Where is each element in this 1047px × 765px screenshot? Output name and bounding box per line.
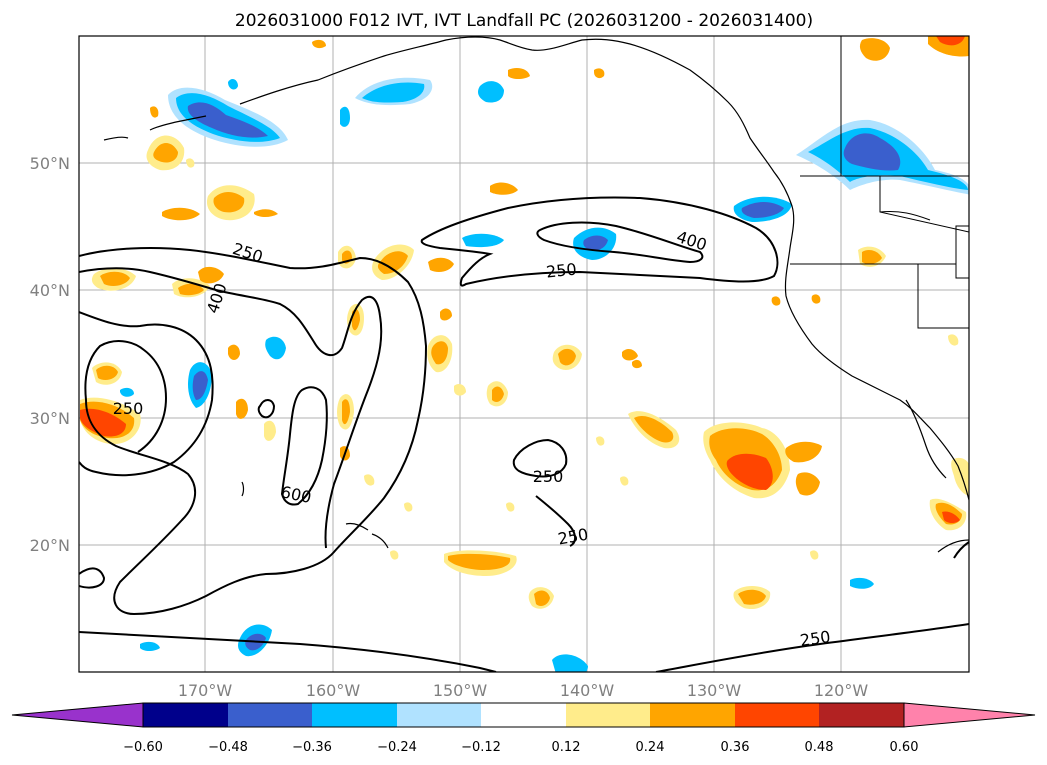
lon-label-140w: 140°W [560,681,615,700]
state-border-5 [879,211,931,221]
baja-coast [905,399,947,479]
lat-label-40: 40°N [30,281,70,300]
ivt-contour-400-west [79,311,214,477]
coastlines [103,36,969,553]
state-border-3 [917,264,969,329]
colorbar: −0.60 −0.48 −0.36 −0.24 −0.12 0.12 0.24 … [11,702,1036,755]
colorbar-tick-label: −0.60 [123,740,163,755]
colorbar-tick-label: −0.48 [208,740,248,755]
ivt-contour-400-north [536,221,704,264]
aleutian-west [103,136,129,141]
lon-label-160w: 160°W [306,681,361,700]
lat-label-30: 30°N [30,409,70,428]
contour-label-250-b: 250 [545,259,577,281]
positive-pc-regions [80,36,969,610]
ivt-contour-400-center [79,267,383,549]
state-border-4 [955,225,969,279]
ivt-contour-250-bottom-west [79,631,497,672]
colorbar-tick-label: −0.24 [377,740,417,755]
colorbar-tick-label: −0.36 [292,740,332,755]
ivt-contour-250-closed [512,438,568,478]
negative-pc-regions [120,77,969,672]
contour-label-250-f: 250 [799,627,832,650]
lat-label-20: 20°N [30,536,70,555]
colorbar-extend-low [11,702,144,728]
colorbar-bin [397,703,481,727]
colorbar-bin [481,703,566,727]
aleutian-east [149,115,207,131]
lon-label-170w: 170°W [178,681,233,700]
lon-label-120w: 120°W [814,681,869,700]
lon-label-150w: 150°W [433,681,488,700]
colorbar-bin [650,703,735,727]
ivt-contour-250-se [953,541,969,559]
ivt-contour-250-bottom-east [655,623,969,672]
latitude-labels: 50°N 40°N 30°N 20°N [30,154,70,555]
map-frame [78,35,970,673]
colorbar-bin [566,703,650,727]
ivt-contour-250-west [79,247,428,616]
political-borders [790,36,969,329]
colorbar-bin [735,703,819,727]
north-america-coast [239,36,969,501]
ivt-contour-600 [280,386,328,506]
colorbar-bin [228,703,312,727]
colorbar-tick-label: 0.12 [552,740,581,755]
colorbar-frame [142,702,905,728]
ivt-contour-250-south [535,495,576,547]
lat-label-50: 50°N [30,154,70,173]
colorbar-bin [819,703,904,727]
colorbar-extend-high [903,702,1036,728]
small-island [241,481,245,497]
colorbar-tick-label: 0.60 [890,740,919,755]
ivt-contour-250-sw [79,567,106,589]
colorbar-tick-label: 0.24 [636,740,665,755]
ivt-contour-250-north [420,196,779,287]
colorbar-tick-label: 0.36 [721,740,750,755]
contour-label-250-d: 250 [533,467,564,486]
map-content: 250 400 250 400 250 600 250 250 250 [79,36,969,672]
colorbar-bin [312,703,397,727]
longitude-labels: 170°W 160°W 150°W 140°W 130°W 120°W [178,681,869,700]
ivt-contour-600-small [257,399,276,419]
hawaii-islands [345,522,389,549]
contour-label-250-c: 250 [113,399,144,418]
colorbar-tick-label: 0.48 [805,740,834,755]
lon-label-130w: 130°W [687,681,742,700]
mexico-coast [937,539,969,553]
colorbar-tick-label: −0.12 [461,740,501,755]
colorbar-bin [143,703,228,727]
ivt-contours [79,196,969,672]
map-title: 2026031000 F012 IVT, IVT Landfall PC (20… [235,11,813,31]
